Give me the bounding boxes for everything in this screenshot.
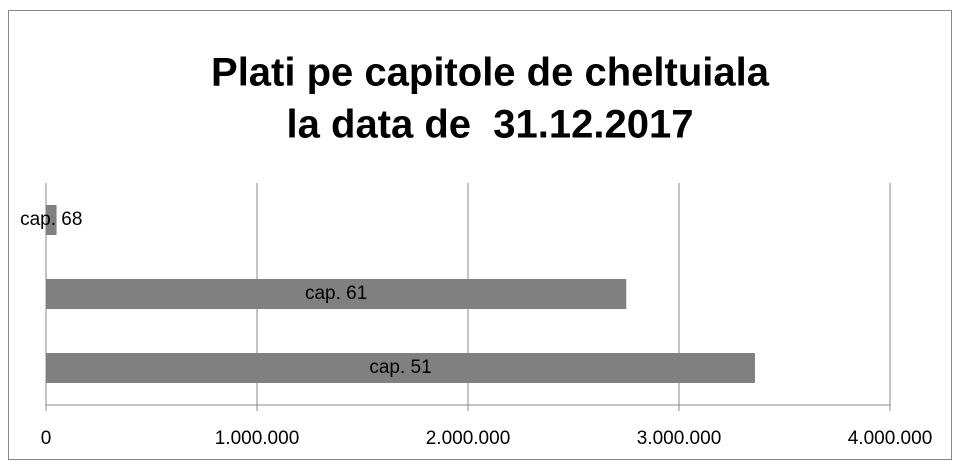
bar xyxy=(46,353,755,383)
x-tick-label: 4.000.000 xyxy=(848,428,933,449)
bar-label: cap. 51 xyxy=(369,357,431,378)
bar xyxy=(46,279,627,309)
x-tick-label: 0 xyxy=(41,428,52,449)
bar-label: cap. 68 xyxy=(20,209,82,230)
x-tick-label: 1.000.000 xyxy=(215,428,300,449)
bar-label: cap. 61 xyxy=(305,283,367,304)
bar xyxy=(46,205,57,235)
x-tick-label: 2.000.000 xyxy=(426,428,511,449)
x-tick-label: 3.000.000 xyxy=(637,428,722,449)
chart-title: la data de 31.12.2017 xyxy=(287,103,694,147)
chart-title: Plati pe capitole de cheltuiala xyxy=(211,51,770,95)
chart-border xyxy=(8,10,952,460)
